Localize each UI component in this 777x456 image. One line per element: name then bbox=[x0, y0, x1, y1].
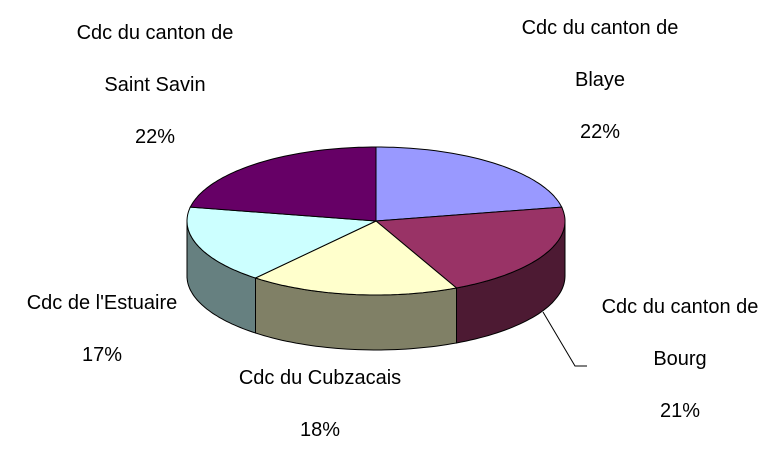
leader-line bbox=[542, 311, 587, 367]
pie-sides bbox=[186, 220, 566, 351]
slice bbox=[374, 206, 566, 289]
pie-tops bbox=[186, 146, 566, 296]
slice bbox=[254, 220, 458, 296]
category-label: Cdc du canton de Saint Savin bbox=[76, 22, 234, 96]
slice bbox=[189, 146, 377, 222]
category-label: Cdc du canton de Bourg bbox=[601, 296, 759, 370]
value-label: 22% bbox=[579, 121, 621, 143]
value-label: 22% bbox=[134, 126, 176, 148]
slice bbox=[186, 206, 378, 279]
value-label: 21% bbox=[659, 400, 701, 422]
category-label: Cdc du Cubzacais bbox=[238, 367, 402, 389]
chart: Cdc du canton de Blaye 22% Cdc du canton d… bbox=[0, 2, 775, 441]
category-label: Cdc de l'Estuaire bbox=[26, 292, 178, 314]
slice-label: Cdc du canton de Bourg 21% bbox=[585, 281, 775, 437]
slice-label: Cdc du canton de Saint Savin 22% bbox=[60, 7, 250, 163]
value-label: 18% bbox=[299, 419, 341, 441]
category-label: Cdc du canton de Blaye bbox=[521, 17, 679, 91]
slice-label: Cdc du Cubzacais 18% bbox=[190, 352, 450, 456]
value-label: 17% bbox=[81, 344, 123, 366]
pie-canvas bbox=[186, 146, 587, 367]
slice-label: Cdc du canton de Blaye 22% bbox=[505, 2, 695, 158]
slice bbox=[375, 146, 563, 222]
slice-label: Cdc de l'Estuaire 17% bbox=[0, 277, 212, 381]
